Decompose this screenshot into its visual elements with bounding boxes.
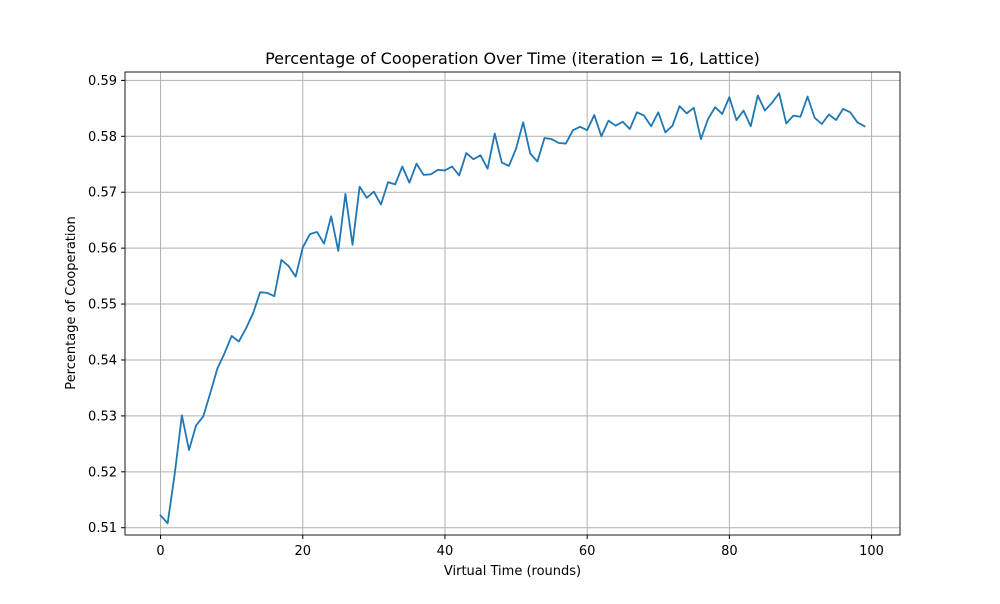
x-tick-label: 0 [156, 544, 164, 559]
chart-title: Percentage of Cooperation Over Time (ite… [265, 49, 760, 68]
y-tick-label: 0.59 [88, 74, 117, 89]
x-tick-label: 20 [294, 544, 311, 559]
y-tick-label: 0.56 [88, 242, 117, 257]
x-tick-label: 40 [437, 544, 454, 559]
series-line [159, 92, 866, 525]
grid [125, 72, 900, 535]
y-tick-label: 0.51 [88, 521, 117, 536]
y-tick-label: 0.55 [88, 298, 117, 313]
x-tick-label: 100 [859, 544, 884, 559]
y-tick-label: 0.52 [88, 465, 117, 480]
y-tick-label: 0.58 [88, 130, 117, 145]
plot-frame [124, 71, 901, 536]
y-axis-label: Percentage of Cooperation [64, 216, 79, 389]
x-axis-ticks: 0 20 40 60 80 100 [156, 535, 884, 559]
x-axis-label: Virtual Time (rounds) [444, 564, 581, 579]
y-tick-label: 0.57 [88, 186, 117, 201]
y-axis-ticks: 0.51 0.52 0.53 0.54 0.55 0.56 0.57 0.58 0.59 [88, 74, 125, 536]
y-tick-label: 0.53 [88, 409, 117, 424]
x-tick-label: 60 [579, 544, 596, 559]
x-tick-label: 80 [721, 544, 738, 559]
series-layer [159, 92, 866, 525]
y-tick-label: 0.54 [88, 353, 117, 368]
